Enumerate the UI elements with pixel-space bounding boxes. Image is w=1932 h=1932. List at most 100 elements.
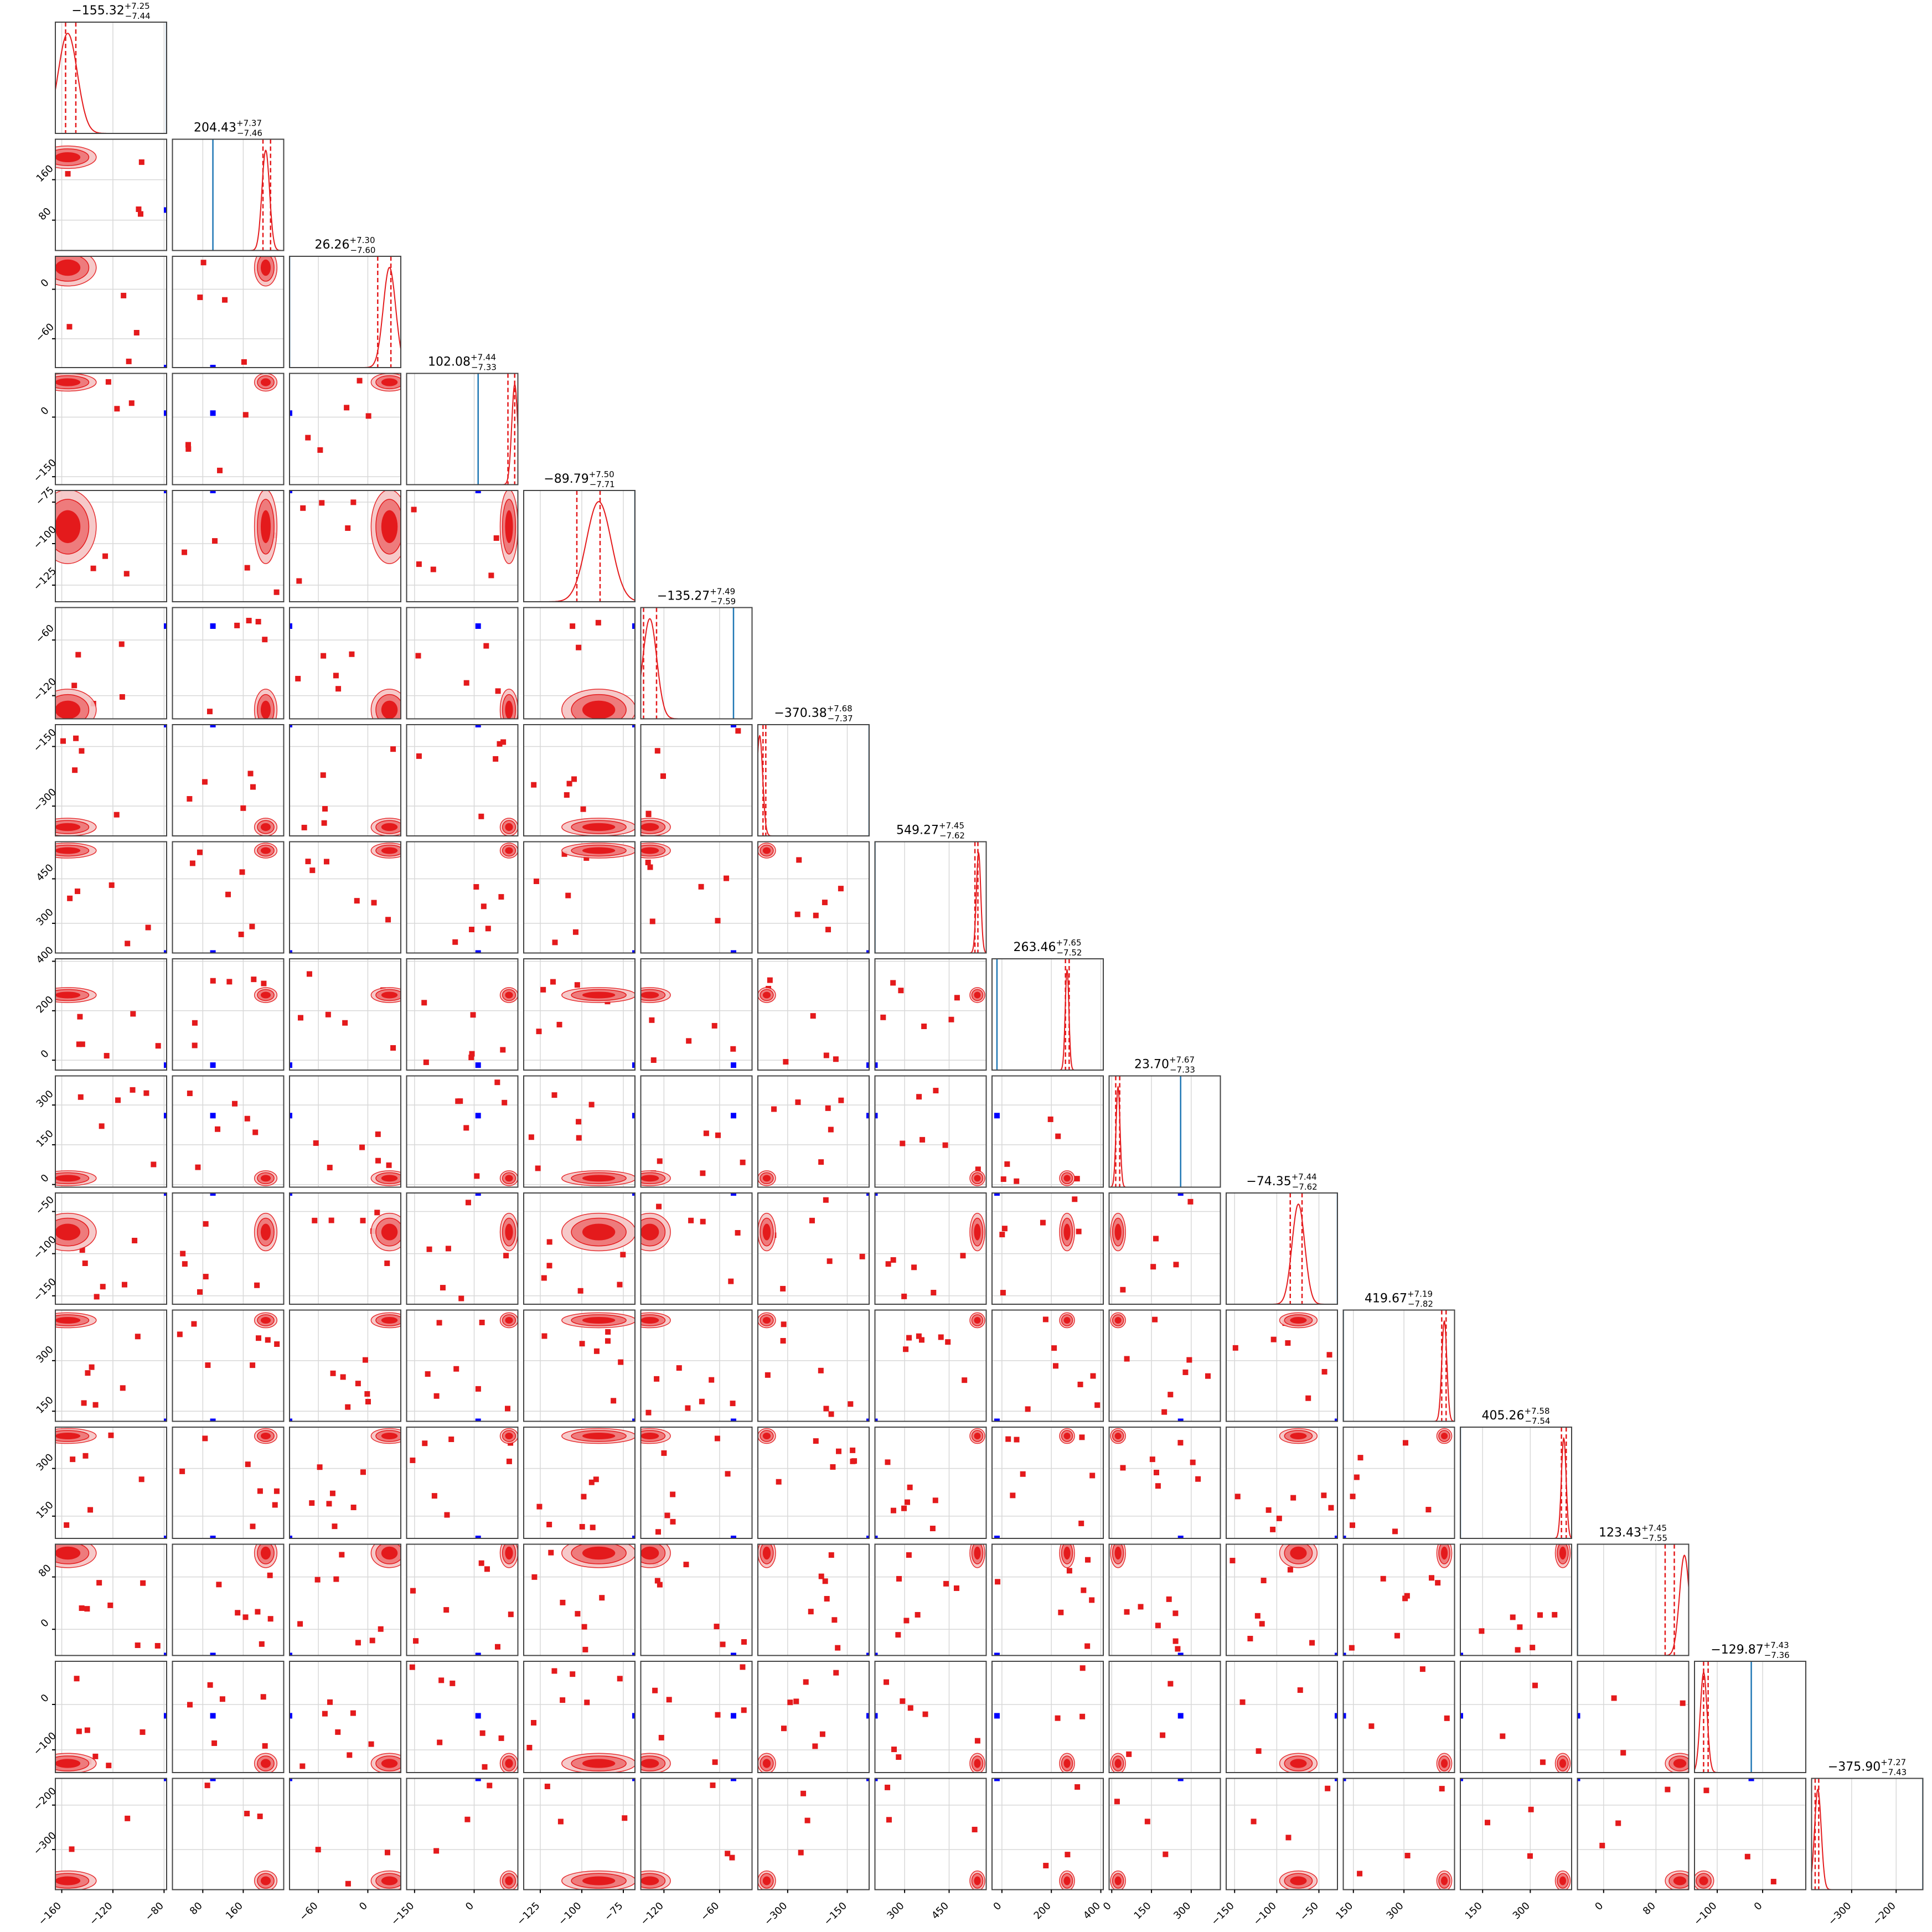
- sample-point: [714, 1624, 720, 1630]
- axes-frame: [1811, 1778, 1924, 1890]
- hist-panel-6: −370.38+7.68 −7.37: [757, 704, 870, 836]
- sample-point: [120, 1385, 126, 1391]
- sample-point: [484, 1566, 490, 1572]
- sample-point: [1144, 1819, 1150, 1825]
- sample-point: [1187, 1199, 1194, 1205]
- sample-point: [1297, 1687, 1303, 1693]
- sample-point: [886, 1817, 892, 1823]
- sample-point: [354, 898, 360, 904]
- sample-point: [645, 810, 652, 817]
- sample-point: [483, 643, 489, 649]
- sample-point: [503, 1253, 509, 1259]
- sample-point: [544, 1784, 550, 1790]
- sample-point: [498, 1735, 504, 1741]
- panel-11-0: 150 300: [34, 1309, 167, 1422]
- reference-marker: [475, 1713, 481, 1719]
- axes-frame: [991, 1661, 1104, 1773]
- posterior-contour: [254, 1212, 278, 1252]
- sample-point: [130, 1011, 136, 1017]
- sample-point: [818, 1573, 824, 1579]
- sample-point: [94, 1294, 100, 1300]
- hist-panel-11: 419.67+7.19 −7.82: [1342, 1289, 1455, 1422]
- sample-point: [364, 1391, 370, 1397]
- sample-point: [375, 1131, 381, 1137]
- sample-point: [895, 1632, 901, 1638]
- x-tick-label: −150: [1209, 1900, 1237, 1928]
- param-title: −135.27+7.49 −7.59: [657, 587, 736, 607]
- posterior-curve: [549, 501, 635, 602]
- y-tick-label: −125: [31, 565, 59, 593]
- posterior-curve: [758, 735, 772, 836]
- sample-point: [197, 295, 203, 301]
- panel-14-13: [1577, 1661, 1690, 1773]
- reference-marker: [731, 1062, 736, 1068]
- sample-point: [246, 618, 252, 624]
- x-tick-label: 300: [1511, 1900, 1532, 1921]
- reference-marker: [1748, 1778, 1754, 1781]
- axes-frame: [172, 373, 285, 485]
- sample-point: [333, 1576, 339, 1582]
- sample-point: [1402, 1595, 1408, 1602]
- sample-point: [1256, 1748, 1262, 1754]
- sample-point: [140, 1729, 146, 1735]
- posterior-contour: [969, 1870, 985, 1890]
- x-tick-label: 0: [463, 1900, 476, 1913]
- reference-marker: [210, 410, 216, 416]
- posterior-contour: [55, 843, 97, 859]
- sample-point: [579, 1341, 585, 1347]
- sample-point: [1055, 1715, 1061, 1721]
- sample-point: [715, 918, 721, 924]
- axes-frame: [874, 1427, 987, 1539]
- sample-point: [531, 1720, 537, 1726]
- sample-point: [411, 507, 417, 513]
- sample-point: [330, 1370, 336, 1376]
- sample-point: [1076, 1228, 1082, 1234]
- sample-point: [1081, 1587, 1087, 1593]
- axes-frame: [523, 1075, 636, 1188]
- hist-panel-10: −74.35+7.44 −7.62: [1226, 1172, 1338, 1305]
- sample-point: [576, 1119, 582, 1125]
- sample-point: [450, 1680, 456, 1686]
- sample-point: [730, 1046, 736, 1052]
- sample-point: [137, 211, 143, 217]
- sample-point: [929, 1526, 936, 1532]
- sample-point: [590, 1525, 596, 1531]
- reference-marker: [290, 1113, 292, 1119]
- hist-panel-7: 549.27+7.45 −7.62: [874, 821, 987, 954]
- axes-frame: [172, 1543, 285, 1656]
- panel-12-10: [1226, 1427, 1338, 1539]
- reference-marker: [290, 1652, 292, 1656]
- posterior-contour: [561, 1544, 635, 1568]
- panel-11-3: [406, 1309, 519, 1422]
- sample-point: [531, 1574, 538, 1580]
- sample-point: [1150, 1264, 1156, 1270]
- reference-marker: [1577, 1713, 1580, 1719]
- sample-point: [1153, 1236, 1159, 1242]
- reference-marker: [875, 1652, 878, 1656]
- sample-point: [960, 1253, 966, 1259]
- sample-point: [328, 1217, 334, 1223]
- axes-frame: [1460, 1778, 1572, 1890]
- sample-point: [312, 1217, 318, 1223]
- sample-point: [1075, 1784, 1081, 1790]
- posterior-contour: [254, 1544, 278, 1568]
- posterior-contour: [758, 1544, 776, 1568]
- y-tick-label: −150: [31, 1276, 59, 1304]
- axes-frame: [55, 490, 167, 602]
- reference-marker: [475, 490, 481, 493]
- sample-point: [611, 1398, 617, 1404]
- reference-marker: [632, 1778, 635, 1781]
- sample-point: [273, 589, 280, 595]
- sample-point: [1429, 1575, 1435, 1581]
- sample-point: [918, 1337, 924, 1343]
- reference-marker: [731, 1652, 736, 1656]
- sample-point: [1247, 1636, 1253, 1642]
- reference-marker: [632, 1418, 635, 1422]
- sample-point: [261, 980, 267, 986]
- posterior-contour: [1059, 1312, 1075, 1329]
- posterior-contour: [561, 1753, 635, 1773]
- sample-point: [1680, 1700, 1686, 1706]
- sample-point: [76, 1728, 82, 1734]
- reference-marker: [731, 1713, 736, 1719]
- sample-point: [1404, 1852, 1411, 1858]
